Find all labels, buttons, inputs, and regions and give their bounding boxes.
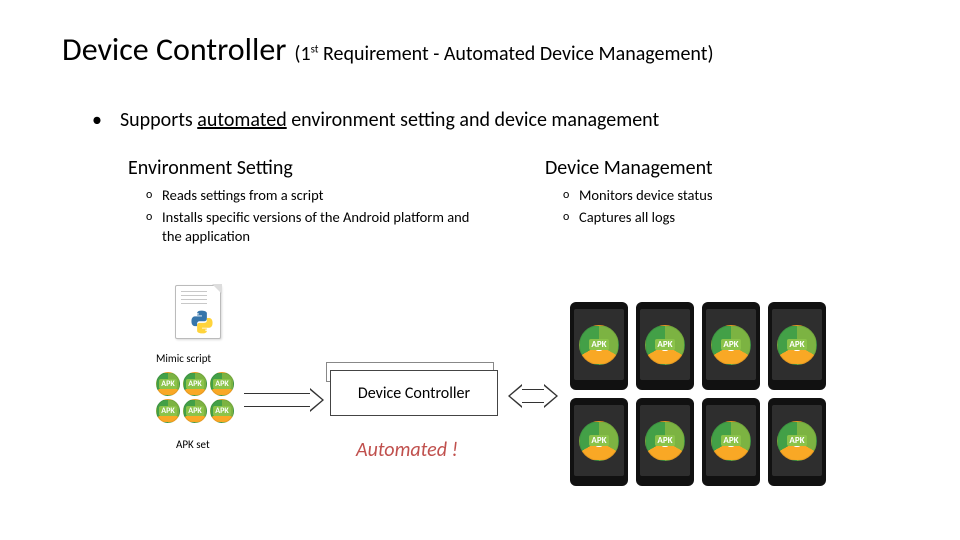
apk-icon: APK <box>183 399 207 423</box>
device-grid: APK APK APK APK APK APK APK APK <box>570 302 826 486</box>
device-controller-label: Device Controller <box>358 384 470 403</box>
device-mgmt-heading: Device Management <box>545 156 885 180</box>
apk-set-grid: APK APK APK APK APK APK <box>156 372 234 423</box>
python-icon <box>189 309 215 335</box>
list-item: Monitors device status <box>563 186 885 206</box>
device-controller-box: Device Controller <box>330 370 498 416</box>
list-item: Reads settings from a script <box>146 186 488 206</box>
bullet-text: Supports automated environment setting a… <box>120 108 659 132</box>
list-item: Installs specific versions of the Androi… <box>146 208 488 247</box>
phone-icon: APK <box>636 398 694 486</box>
phone-icon: APK <box>570 398 628 486</box>
env-setting-column: Environment Setting Reads settings from … <box>128 156 488 249</box>
apk-icon: APK <box>210 372 234 396</box>
apk-icon: APK <box>156 399 180 423</box>
slide-title: Device Controller (1st Requirement - Aut… <box>62 30 714 69</box>
device-mgmt-list: Monitors device status Captures all logs <box>545 186 885 227</box>
phone-icon: APK <box>768 398 826 486</box>
phone-icon: APK <box>702 302 760 390</box>
bullet-dot: • <box>92 108 102 132</box>
apk-icon: APK <box>156 372 180 396</box>
main-bullet: • Supports automated environment setting… <box>92 108 659 132</box>
apk-icon: APK <box>210 399 234 423</box>
arrow-right-icon <box>244 388 324 412</box>
arrow-bidirectional-icon <box>508 384 558 408</box>
title-main: Device Controller <box>62 30 286 69</box>
env-setting-heading: Environment Setting <box>128 156 488 180</box>
mimic-script-icon <box>175 285 225 343</box>
env-setting-list: Reads settings from a script Installs sp… <box>128 186 488 247</box>
phone-icon: APK <box>570 302 628 390</box>
phone-icon: APK <box>702 398 760 486</box>
apk-set-label: APK set <box>176 438 210 451</box>
title-requirement: (1st Requirement - Automated Device Mana… <box>294 42 713 66</box>
automated-label: Automated ! <box>356 438 458 462</box>
phone-icon: APK <box>768 302 826 390</box>
mimic-script-label: Mimic script <box>156 352 211 365</box>
apk-icon: APK <box>183 372 207 396</box>
phone-icon: APK <box>636 302 694 390</box>
list-item: Captures all logs <box>563 208 885 228</box>
device-mgmt-column: Device Management Monitors device status… <box>545 156 885 229</box>
